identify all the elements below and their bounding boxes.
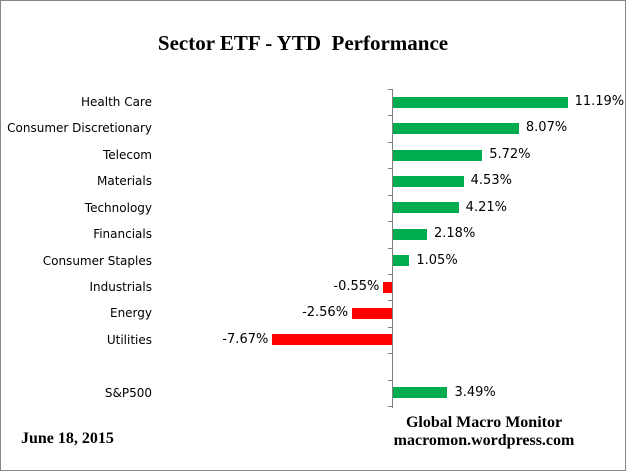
axis-tick-mark bbox=[388, 300, 392, 302]
positive-bar bbox=[393, 387, 448, 399]
value-label: 4.53% bbox=[470, 173, 512, 189]
axis-tick-mark bbox=[388, 221, 392, 223]
category-label: Technology bbox=[84, 200, 152, 215]
value-label: 2.18% bbox=[434, 226, 476, 242]
footer-source-name: Global Macro Monitor bbox=[405, 414, 563, 431]
positive-bar bbox=[393, 202, 459, 214]
axis-tick-mark bbox=[388, 115, 392, 117]
category-label: Health Care bbox=[80, 95, 152, 109]
category-label: Consumer Staples bbox=[42, 253, 152, 268]
positive-bar bbox=[393, 228, 427, 240]
positive-bar bbox=[393, 175, 464, 187]
category-label: Telecom bbox=[102, 147, 152, 162]
axis-tick-mark bbox=[388, 379, 392, 381]
positive-bar bbox=[393, 149, 483, 161]
category-label: Energy bbox=[109, 306, 152, 321]
category-label: Utilities bbox=[106, 332, 152, 347]
category-label: Industrials bbox=[89, 279, 152, 294]
footer-source: Global Macro Monitor macromon.wordpress.… bbox=[384, 414, 584, 450]
axis-tick-mark bbox=[388, 326, 392, 328]
footer-source-url: macromon.wordpress.com bbox=[393, 432, 575, 449]
category-label: Materials bbox=[96, 174, 152, 189]
category-label: S&P500 bbox=[104, 385, 152, 400]
value-label: -2.56% bbox=[302, 305, 349, 321]
negative-bar bbox=[352, 308, 392, 320]
axis-tick-mark bbox=[388, 353, 392, 355]
value-label: 4.21% bbox=[465, 199, 507, 215]
axis-tick-mark bbox=[388, 406, 392, 407]
footer-date: June 18, 2015 bbox=[21, 430, 114, 447]
category-label: Consumer Discretionary bbox=[7, 121, 152, 136]
negative-bar bbox=[383, 281, 392, 293]
value-label: -0.55% bbox=[333, 278, 380, 294]
axis-tick-mark bbox=[388, 273, 392, 275]
value-label: 8.07% bbox=[525, 120, 568, 136]
axis-tick-mark bbox=[388, 168, 392, 170]
axis-tick-mark bbox=[388, 247, 392, 249]
positive-bar bbox=[393, 96, 568, 108]
positive-bar bbox=[393, 255, 410, 267]
axis-tick-mark bbox=[388, 194, 392, 196]
value-label: -7.67% bbox=[222, 331, 269, 347]
chart-title: Sector ETF - YTD Performance bbox=[157, 31, 449, 55]
category-label: Financials bbox=[93, 227, 152, 242]
axis-tick-mark bbox=[388, 89, 392, 90]
value-label: 1.05% bbox=[416, 252, 458, 268]
value-label: 11.19% bbox=[574, 94, 625, 109]
positive-bar bbox=[393, 123, 519, 135]
value-label: 5.72% bbox=[489, 146, 531, 162]
axis-tick-mark bbox=[388, 141, 392, 143]
value-label: 3.49% bbox=[454, 384, 496, 400]
negative-bar bbox=[272, 334, 392, 346]
y-axis-line bbox=[392, 89, 393, 408]
